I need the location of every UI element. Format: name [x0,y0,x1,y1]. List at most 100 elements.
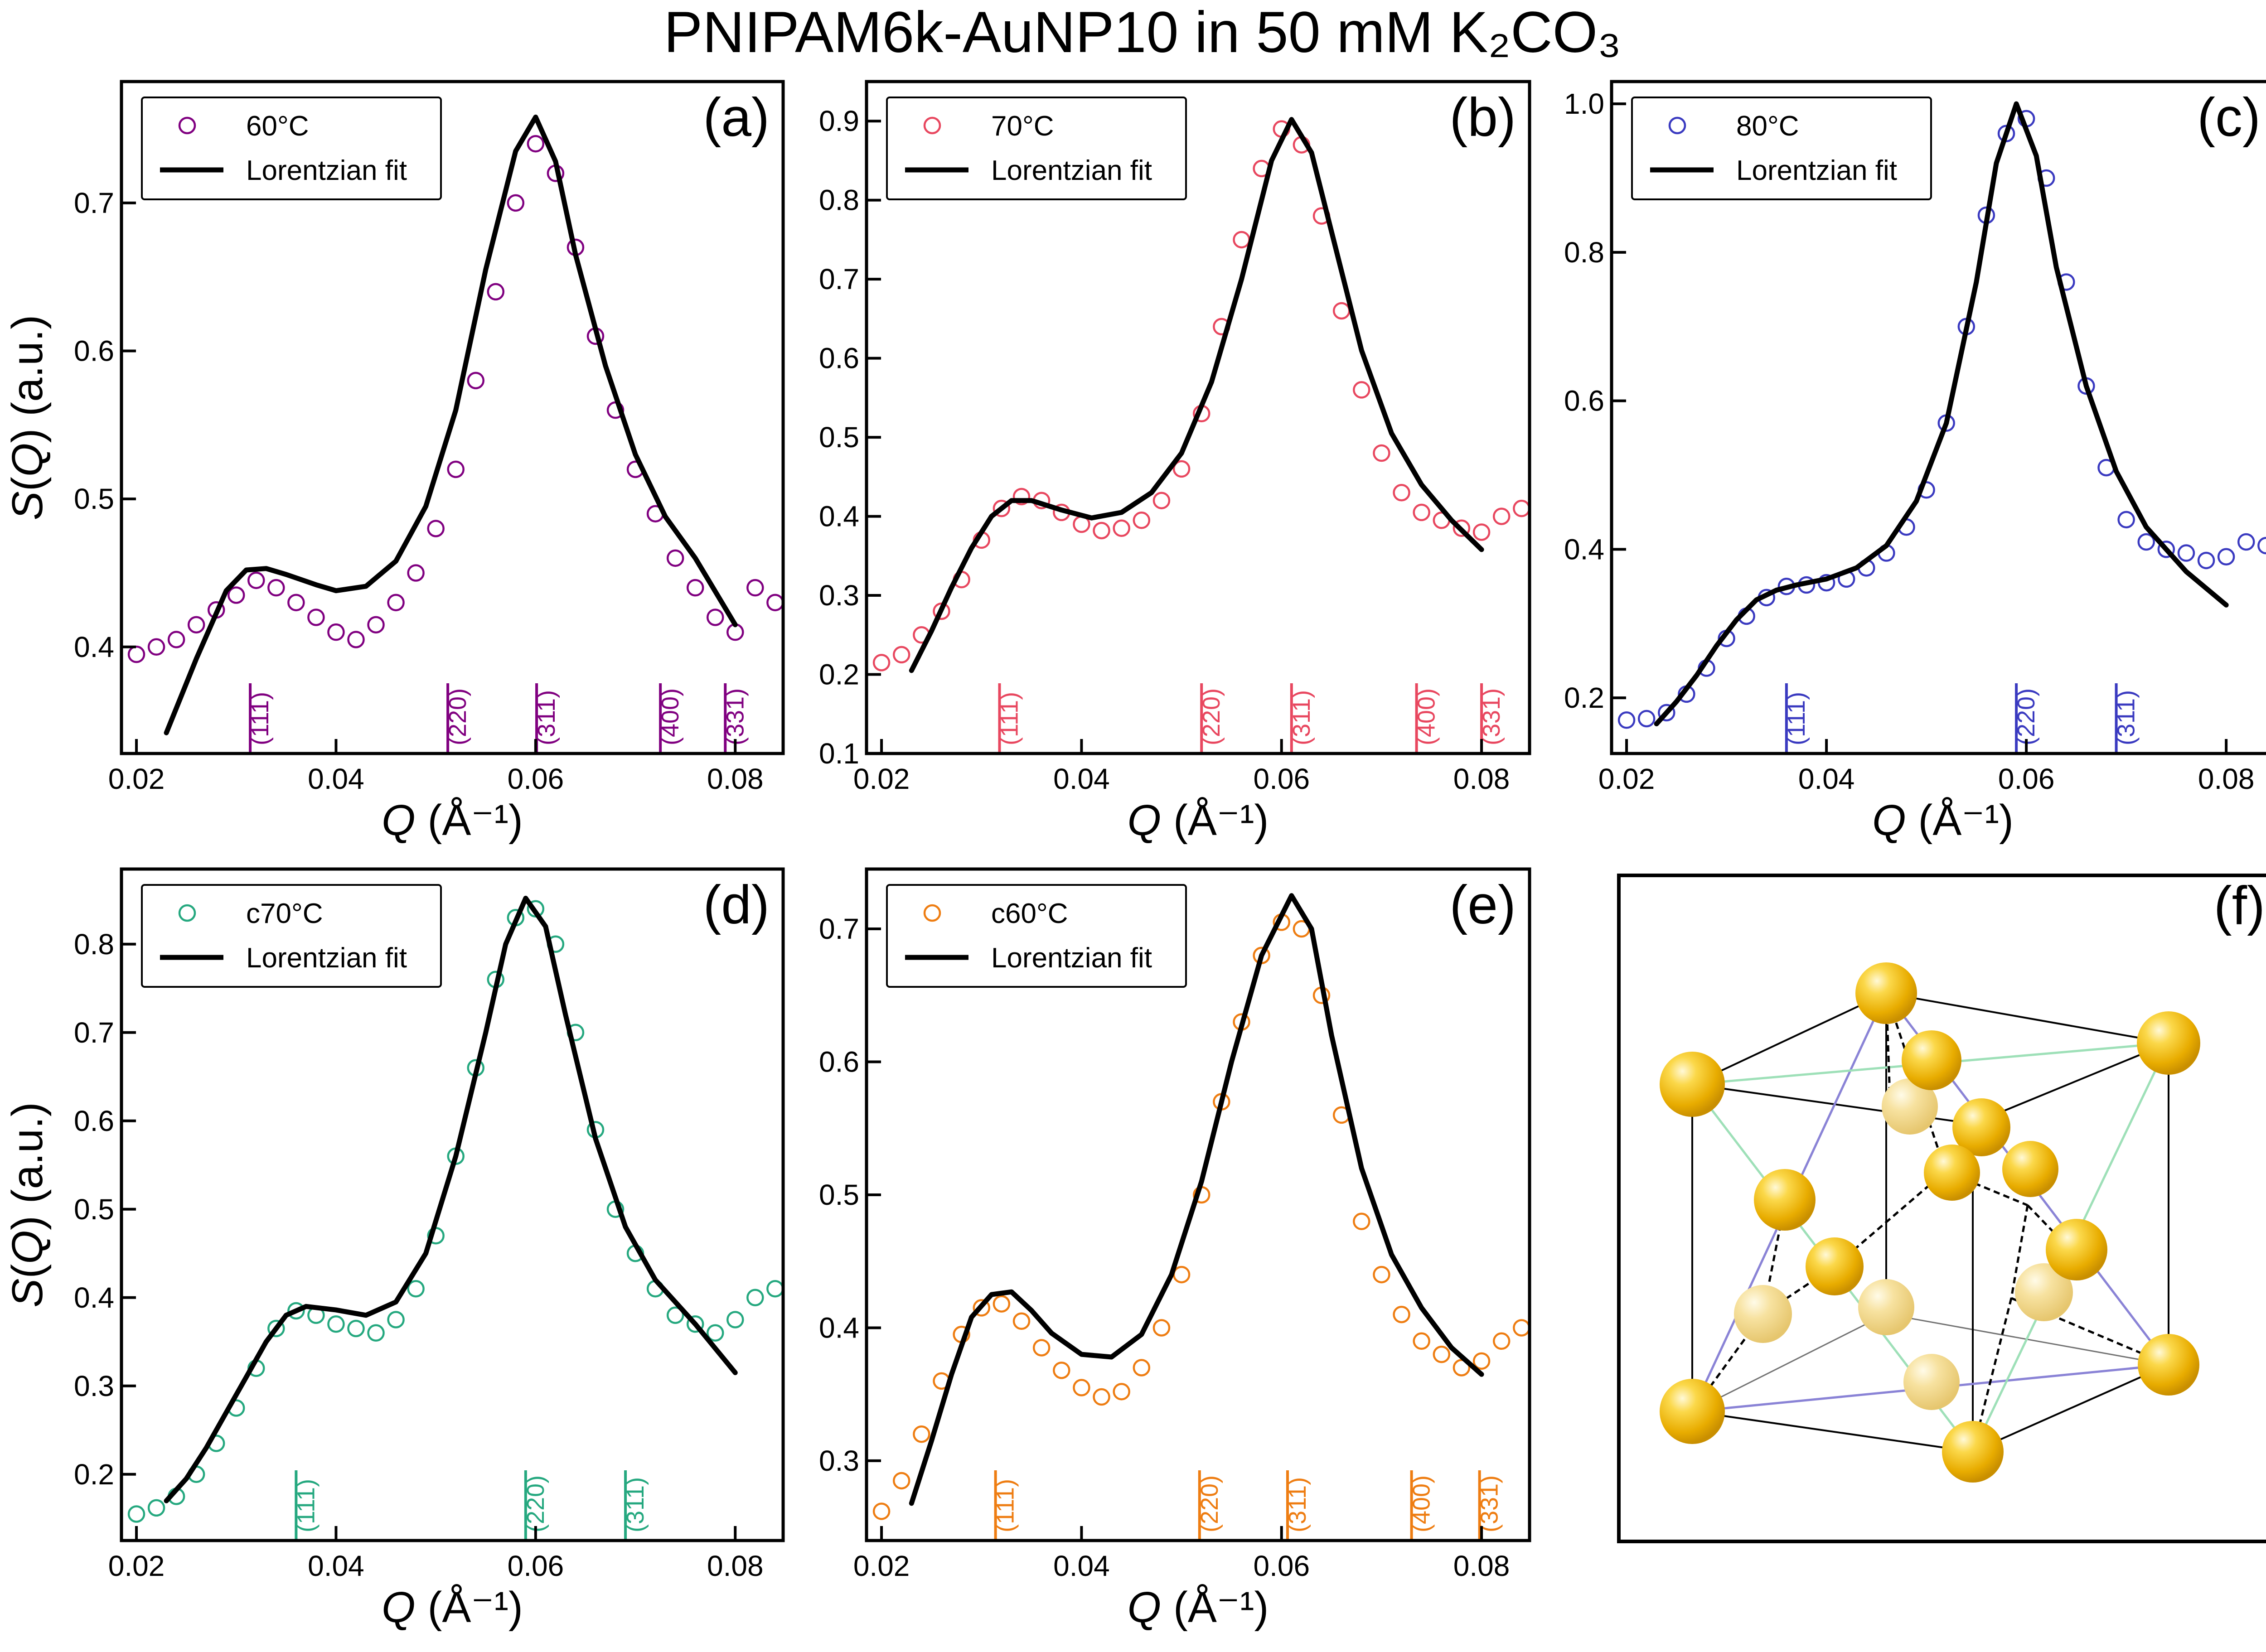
chart-panel: (111) (220) (311) (400) (331) 0.02 0.04 0.06 0.0… [3,80,785,845]
x-tick-label: 0.08 [707,1550,764,1582]
y-axis-label: S(Q) (a.u.) [3,1102,52,1307]
data-point [387,1311,405,1328]
peak-label: (400) [1413,688,1440,745]
peak-label: (311) [622,1477,649,1532]
data-point [1233,231,1250,249]
legend-label-data: c70°C [246,898,323,929]
data-point [1073,1379,1090,1396]
legend-label-fit: Lorentzian fit [991,942,1152,974]
legend-marker [178,904,196,922]
y-tick-label: 0.2 [1564,681,1604,714]
x-tick-label: 0.06 [1998,763,2055,795]
y-tick-label: 0.7 [74,1016,114,1049]
data-point [1353,381,1370,399]
data-point [1393,483,1410,502]
y-tick-label: 0.5 [819,421,859,454]
lorentzian-fit-line [164,114,738,735]
chart-panel: (111) (220) (311) (400) (331) 0.02 0.04 0.06 0.0… [819,867,1531,1632]
peak-label: (111) [992,1479,1019,1532]
x-tick-label: 0.08 [1453,1550,1510,1582]
plot-frame [865,867,1531,1542]
data-point [327,1315,345,1333]
chart-panel: (111) (220) (311) 0.02 0.04 0.06 0.08 0.2 0.3 0.4… [3,867,785,1632]
x-axis-label: Q (Å⁻¹) [382,796,523,845]
data-point [487,283,505,301]
data-point [1133,512,1151,529]
data-point [227,586,245,604]
data-point [407,1280,425,1298]
plot-frame [120,867,785,1542]
y-tick-label: 0.5 [74,483,114,515]
data-point [2177,544,2195,562]
y-tick-label: 0.4 [1564,533,1604,565]
data-point [1453,1359,1471,1377]
y-tick-label: 0.5 [74,1193,114,1226]
x-tick-label: 0.08 [707,763,764,795]
data-point [686,579,704,597]
peak-label: (400) [1408,1475,1435,1532]
y-tick-label: 0.8 [74,928,114,961]
legend-marker [178,116,196,135]
x-axis-label: Q (Å⁻¹) [382,1583,523,1632]
peak-label: (111) [292,1479,320,1532]
data-point [127,1505,145,1523]
panel-label: (e) [1449,874,1516,935]
peak-label: (400) [657,688,684,745]
peak-label: (220) [1196,1475,1223,1532]
data-point [686,1315,704,1333]
data-point [307,609,325,626]
data-point [707,609,724,626]
data-point [267,579,285,597]
y-tick-label: 1.0 [1564,87,1604,120]
data-point [666,1306,684,1324]
data-point [973,1299,991,1317]
data-point [1032,1339,1051,1357]
y-tick-label: 0.4 [819,1311,859,1344]
legend-label-data: c60°C [991,898,1068,929]
data-point [2117,511,2135,529]
legend-label-fit: Lorentzian fit [246,155,407,186]
data-point [766,1280,784,1298]
x-tick-label: 0.04 [1053,763,1110,795]
data-point [1393,1305,1410,1324]
legend-marker [1668,116,1686,135]
panel-f-label: (f) [2214,875,2265,936]
plot-frame [865,80,1531,755]
data-point [1413,503,1430,522]
data-point [872,1502,891,1520]
peak-label: (111) [1783,692,1810,745]
data-point [167,631,185,648]
x-tick-label: 0.06 [508,1550,564,1582]
panel-label: (a) [703,87,770,148]
data-point [2257,536,2266,555]
legend-marker [923,904,941,922]
x-tick-label: 0.02 [853,1550,910,1582]
data-point [892,646,910,664]
data-point [2217,548,2235,566]
data-point [327,623,345,641]
peak-label: (220) [1198,688,1225,745]
x-tick-label: 0.02 [1598,763,1655,795]
data-point [2197,551,2215,570]
peak-label: (220) [2013,688,2040,745]
legend-label-data: 70°C [991,111,1054,142]
data-point [407,564,425,582]
x-tick-label: 0.04 [308,1550,364,1582]
y-tick-label: 0.3 [819,1444,859,1477]
x-tick-label: 0.04 [1053,1550,1110,1582]
data-point [766,594,784,612]
y-tick-label: 0.6 [1564,385,1604,417]
chart-panel: (111) (220) (311) (400) (331) 0.02 0.04 0.06 0.0… [819,80,1531,845]
x-tick-label: 0.08 [2198,763,2255,795]
data-point [746,579,764,597]
y-tick-label: 0.2 [74,1458,114,1491]
data-point [1012,488,1031,506]
data-point [707,1324,724,1342]
y-tick-label: 0.7 [819,263,859,295]
legend-box [141,97,442,200]
y-tick-label: 0.4 [74,631,114,663]
data-point [1637,710,1656,728]
x-axis-label: Q (Å⁻¹) [1872,796,2014,845]
lorentzian-fit-line [909,893,1484,1506]
y-tick-label: 0.2 [819,658,859,691]
